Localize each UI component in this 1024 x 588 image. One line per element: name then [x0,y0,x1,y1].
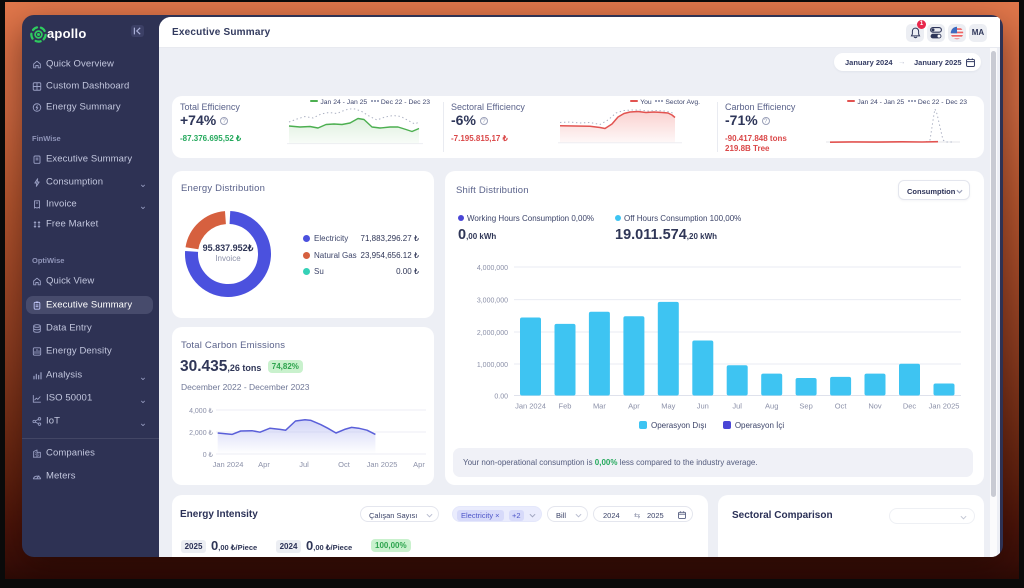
svg-text:Mar: Mar [593,402,606,411]
svg-text:1,000,000: 1,000,000 [477,362,508,369]
svg-text:0.00: 0.00 [494,394,508,401]
svg-text:4,000,000: 4,000,000 [477,265,508,272]
svg-text:2,000,000: 2,000,000 [477,330,508,337]
svg-text:Sep: Sep [799,402,812,411]
svg-text:Jan 2024: Jan 2024 [515,402,546,411]
svg-text:May: May [661,402,675,411]
svg-text:Jan 2024: Jan 2024 [213,460,244,469]
svg-text:Aug: Aug [765,402,778,411]
svg-text:Nov: Nov [868,402,882,411]
svg-text:Jul: Jul [732,402,742,411]
svg-text:Jan 2025: Jan 2025 [367,460,398,469]
svg-text:Oct: Oct [835,402,848,411]
svg-text:Feb: Feb [559,402,572,411]
svg-text:4,000 ₺: 4,000 ₺ [189,407,213,415]
svg-text:2,000 ₺: 2,000 ₺ [189,429,213,437]
svg-text:Jun: Jun [697,402,709,411]
svg-text:Apr: Apr [413,460,425,469]
svg-text:Apr: Apr [258,460,270,469]
svg-text:0 ₺: 0 ₺ [203,451,214,459]
svg-text:Apr: Apr [628,402,640,411]
svg-text:Oct: Oct [338,460,351,469]
svg-text:Dec: Dec [903,402,917,411]
svg-text:Jan 2025: Jan 2025 [929,402,960,411]
svg-text:Jul: Jul [299,460,309,469]
svg-text:3,000,000: 3,000,000 [477,298,508,305]
